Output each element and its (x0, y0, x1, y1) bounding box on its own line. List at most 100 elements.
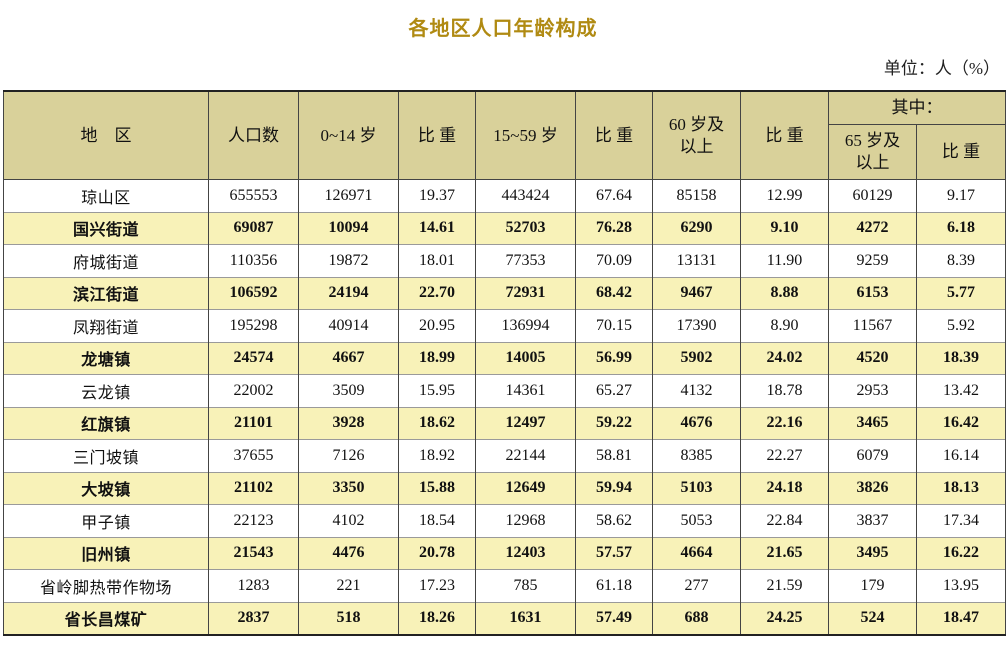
cell-ratio-15-59: 57.49 (575, 601, 653, 635)
cell-age-0-14: 4102 (298, 504, 399, 537)
cell-age-65-plus: 4520 (828, 341, 917, 375)
cell-age-15-59: 14361 (475, 374, 576, 407)
cell-ratio-65-plus: 17.34 (916, 504, 1006, 537)
cell-ratio-15-59: 61.18 (575, 569, 653, 602)
cell-ratio-60-plus: 22.84 (740, 504, 829, 537)
cell-ratio-0-14: 18.26 (398, 601, 476, 635)
cell-age-15-59: 14005 (475, 341, 576, 375)
cell-age-65-plus: 60129 (828, 179, 917, 212)
table-row: 云龙镇 22002 3509 15.95 14361 65.27 4132 18.78 2953… (3, 374, 1006, 407)
cell-age-15-59: 12403 (475, 536, 576, 570)
cell-age-65-plus: 4272 (828, 211, 917, 245)
cell-age-60-plus: 4664 (652, 536, 741, 570)
cell-ratio-60-plus: 24.18 (740, 471, 829, 505)
table-row: 琼山区 655553 126971 19.37 443424 67.64 85158 12.9… (3, 179, 1006, 212)
table-row: 滨江街道 106592 24194 22.70 72931 68.42 9467 8.88 61… (3, 276, 1006, 310)
cell-ratio-60-plus: 11.90 (740, 244, 829, 277)
cell-region: 大坡镇 (3, 471, 209, 505)
cell-population: 21543 (208, 536, 299, 570)
cell-ratio-65-plus: 9.17 (916, 179, 1006, 212)
cell-age-65-plus: 3826 (828, 471, 917, 505)
header-population: 人口数 (208, 90, 299, 180)
cell-population: 22123 (208, 504, 299, 537)
header-age-65-plus: 65 岁及 以上 (828, 124, 917, 180)
cell-population: 1283 (208, 569, 299, 602)
cell-age-0-14: 19872 (298, 244, 399, 277)
cell-age-60-plus: 5902 (652, 341, 741, 375)
cell-ratio-65-plus: 18.39 (916, 341, 1006, 375)
cell-region: 龙塘镇 (3, 341, 209, 375)
cell-age-0-14: 3350 (298, 471, 399, 505)
cell-age-0-14: 518 (298, 601, 399, 635)
cell-ratio-0-14: 18.01 (398, 244, 476, 277)
cell-ratio-15-59: 65.27 (575, 374, 653, 407)
cell-region: 滨江街道 (3, 276, 209, 310)
cell-age-15-59: 52703 (475, 211, 576, 245)
cell-age-0-14: 4667 (298, 341, 399, 375)
table-row: 旧州镇 21543 4476 20.78 12403 57.57 4664 21.65 3495… (3, 536, 1006, 570)
cell-age-65-plus: 6079 (828, 439, 917, 472)
cell-population: 106592 (208, 276, 299, 310)
cell-age-15-59: 22144 (475, 439, 576, 472)
header-of-which: 其中： (828, 90, 1006, 125)
cell-age-0-14: 3509 (298, 374, 399, 407)
cell-region: 国兴街道 (3, 211, 209, 245)
cell-age-15-59: 136994 (475, 309, 576, 342)
table-row: 三门坡镇 37655 7126 18.92 22144 58.81 8385 22.27 607… (3, 439, 1006, 472)
cell-age-0-14: 40914 (298, 309, 399, 342)
cell-ratio-60-plus: 12.99 (740, 179, 829, 212)
cell-ratio-60-plus: 18.78 (740, 374, 829, 407)
cell-region: 省岭脚热带作物场 (3, 569, 209, 602)
cell-age-65-plus: 3495 (828, 536, 917, 570)
cell-age-60-plus: 5103 (652, 471, 741, 505)
cell-population: 195298 (208, 309, 299, 342)
table-row: 甲子镇 22123 4102 18.54 12968 58.62 5053 22.84 3837… (3, 504, 1006, 537)
cell-ratio-15-59: 59.22 (575, 406, 653, 440)
cell-ratio-0-14: 19.37 (398, 179, 476, 212)
cell-ratio-15-59: 56.99 (575, 341, 653, 375)
cell-region: 甲子镇 (3, 504, 209, 537)
cell-ratio-65-plus: 16.14 (916, 439, 1006, 472)
cell-age-15-59: 77353 (475, 244, 576, 277)
cell-population: 21102 (208, 471, 299, 505)
table-row: 大坡镇 21102 3350 15.88 12649 59.94 5103 24.18 3826… (3, 471, 1006, 505)
cell-ratio-0-14: 20.78 (398, 536, 476, 570)
cell-ratio-60-plus: 8.88 (740, 276, 829, 310)
cell-population: 2837 (208, 601, 299, 635)
cell-age-60-plus: 17390 (652, 309, 741, 342)
cell-region: 云龙镇 (3, 374, 209, 407)
cell-age-60-plus: 8385 (652, 439, 741, 472)
cell-ratio-15-59: 70.15 (575, 309, 653, 342)
cell-ratio-65-plus: 13.95 (916, 569, 1006, 602)
cell-ratio-65-plus: 16.42 (916, 406, 1006, 440)
cell-ratio-65-plus: 16.22 (916, 536, 1006, 570)
cell-age-65-plus: 6153 (828, 276, 917, 310)
cell-age-65-plus: 524 (828, 601, 917, 635)
cell-age-65-plus: 11567 (828, 309, 917, 342)
table-row: 府城街道 110356 19872 18.01 77353 70.09 13131 11.90… (3, 244, 1006, 277)
cell-ratio-65-plus: 8.39 (916, 244, 1006, 277)
cell-age-0-14: 7126 (298, 439, 399, 472)
cell-population: 22002 (208, 374, 299, 407)
table-title: 各地区人口年龄构成 (408, 18, 598, 40)
cell-ratio-0-14: 15.88 (398, 471, 476, 505)
cell-age-60-plus: 5053 (652, 504, 741, 537)
table-row: 省长昌煤矿 2837 518 18.26 1631 57.49 688 24.25 524 18.… (3, 601, 1006, 635)
cell-population: 655553 (208, 179, 299, 212)
cell-ratio-65-plus: 18.13 (916, 471, 1006, 505)
cell-ratio-0-14: 17.23 (398, 569, 476, 602)
header-age-60-plus: 60 岁及 以上 (652, 90, 741, 180)
cell-age-15-59: 72931 (475, 276, 576, 310)
cell-ratio-0-14: 14.61 (398, 211, 476, 245)
cell-age-15-59: 443424 (475, 179, 576, 212)
cell-age-65-plus: 2953 (828, 374, 917, 407)
cell-region: 旧州镇 (3, 536, 209, 570)
cell-age-0-14: 4476 (298, 536, 399, 570)
cell-region: 红旗镇 (3, 406, 209, 440)
cell-age-60-plus: 4132 (652, 374, 741, 407)
cell-ratio-0-14: 22.70 (398, 276, 476, 310)
cell-age-60-plus: 13131 (652, 244, 741, 277)
cell-ratio-60-plus: 22.16 (740, 406, 829, 440)
cell-region: 府城街道 (3, 244, 209, 277)
cell-ratio-0-14: 20.95 (398, 309, 476, 342)
